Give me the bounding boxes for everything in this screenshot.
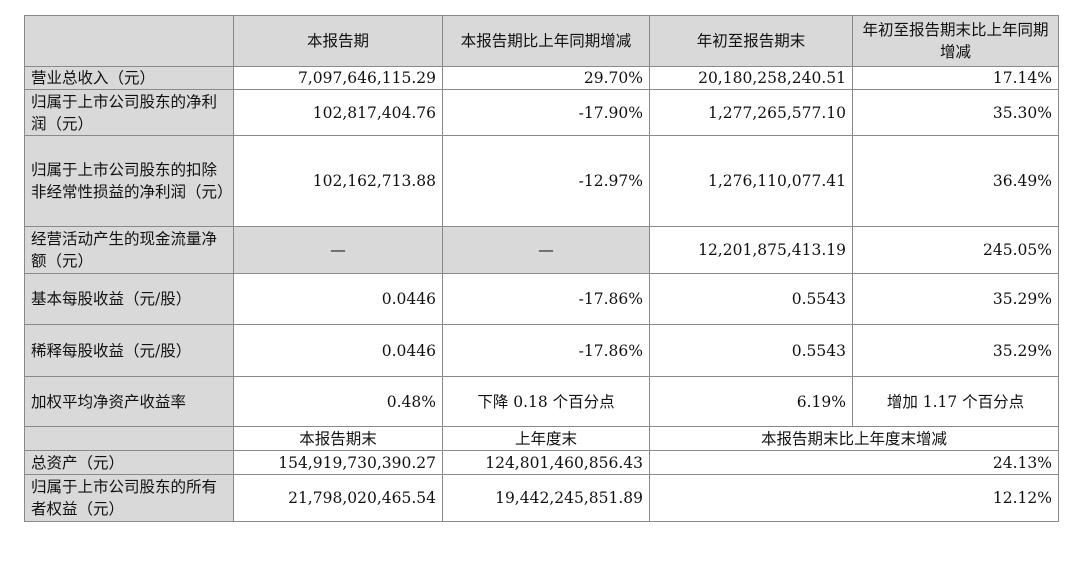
cell: -17.90% [442, 89, 650, 136]
row-label: 归属于上市公司股东的所有者权益（元） [24, 474, 234, 522]
cell: -17.86% [442, 324, 650, 377]
header-cell: 上年度末 [442, 426, 650, 451]
cell: 35.29% [852, 273, 1059, 325]
cell: 21,798,020,465.54 [233, 474, 443, 522]
header-cell: 本报告期末比上年度末增减 [649, 426, 1059, 451]
header-cell: 本报告期 [233, 15, 443, 67]
cell: 7,097,646,115.29 [233, 66, 443, 90]
header-cell: 本报告期比上年同期增减 [442, 15, 650, 67]
cell: -12.97% [442, 135, 650, 227]
table-header-row-2: 本报告期末 上年度末 本报告期末比上年度末增减 [24, 426, 1059, 451]
cell: 0.0446 [233, 324, 443, 377]
cell: 0.5543 [649, 273, 853, 325]
cell: 20,180,258,240.51 [649, 66, 853, 90]
header-cell: 年初至报告期末比上年同期增减 [852, 15, 1059, 67]
table-row: 稀释每股收益（元/股） 0.0446 -17.86% 0.5543 35.29% [24, 324, 1059, 377]
table-row: 加权平均净资产收益率 0.48% 下降 0.18 个百分点 6.19% 增加 1… [24, 376, 1059, 427]
cell: 245.05% [852, 226, 1059, 274]
row-label: 总资产（元） [24, 450, 234, 475]
cell: 19,442,245,851.89 [442, 474, 650, 522]
cell: 增加 1.17 个百分点 [852, 376, 1059, 427]
cell: -17.86% [442, 273, 650, 325]
table-row: 经营活动产生的现金流量净额（元） — — 12,201,875,413.19 2… [24, 226, 1059, 274]
table-row: 归属于上市公司股东的扣除非经常性损益的净利润（元） 102,162,713.88… [24, 135, 1059, 227]
cell: 102,817,404.76 [233, 89, 443, 136]
table-row: 营业总收入（元） 7,097,646,115.29 29.70% 20,180,… [24, 66, 1059, 90]
header-cell: 年初至报告期末 [649, 15, 853, 67]
cell: 154,919,730,390.27 [233, 450, 443, 475]
cell: 12.12% [649, 474, 1059, 522]
row-label: 经营活动产生的现金流量净额（元） [24, 226, 234, 274]
table-row: 归属于上市公司股东的所有者权益（元） 21,798,020,465.54 19,… [24, 474, 1059, 522]
cell: — [442, 226, 650, 274]
cell: 29.70% [442, 66, 650, 90]
cell: 124,801,460,856.43 [442, 450, 650, 475]
row-label: 加权平均净资产收益率 [24, 376, 234, 427]
cell: 17.14% [852, 66, 1059, 90]
row-label: 归属于上市公司股东的净利润（元） [24, 89, 234, 136]
table-row: 基本每股收益（元/股） 0.0446 -17.86% 0.5543 35.29% [24, 273, 1059, 325]
row-label: 归属于上市公司股东的扣除非经常性损益的净利润（元） [24, 135, 234, 227]
cell: 0.0446 [233, 273, 443, 325]
cell: 35.30% [852, 89, 1059, 136]
row-label: 稀释每股收益（元/股） [24, 324, 234, 377]
cell: 6.19% [649, 376, 853, 427]
cell: 24.13% [649, 450, 1059, 475]
header-cell [24, 426, 234, 451]
cell: 1,276,110,077.41 [649, 135, 853, 227]
cell: 1,277,265,577.10 [649, 89, 853, 136]
cell: 0.48% [233, 376, 443, 427]
financial-data-table: 本报告期 本报告期比上年同期增减 年初至报告期末 年初至报告期末比上年同期增减 … [24, 15, 1059, 522]
table-row: 总资产（元） 154,919,730,390.27 124,801,460,85… [24, 450, 1059, 475]
table-row: 归属于上市公司股东的净利润（元） 102,817,404.76 -17.90% … [24, 89, 1059, 136]
cell: 0.5543 [649, 324, 853, 377]
cell: 36.49% [852, 135, 1059, 227]
row-label: 基本每股收益（元/股） [24, 273, 234, 325]
cell: 下降 0.18 个百分点 [442, 376, 650, 427]
header-cell [24, 15, 234, 67]
cell: 12,201,875,413.19 [649, 226, 853, 274]
cell: 102,162,713.88 [233, 135, 443, 227]
table-header-row: 本报告期 本报告期比上年同期增减 年初至报告期末 年初至报告期末比上年同期增减 [24, 15, 1059, 67]
header-cell: 本报告期末 [233, 426, 443, 451]
cell: 35.29% [852, 324, 1059, 377]
cell: — [233, 226, 443, 274]
row-label: 营业总收入（元） [24, 66, 234, 90]
